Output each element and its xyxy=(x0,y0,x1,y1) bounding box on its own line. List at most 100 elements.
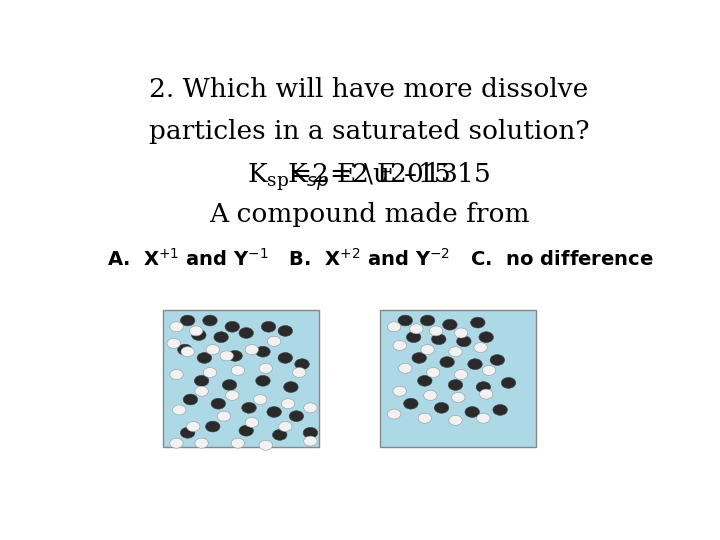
Circle shape xyxy=(465,407,480,417)
Text: 2. Which will have more dissolve: 2. Which will have more dissolve xyxy=(149,77,589,102)
Circle shape xyxy=(195,438,208,448)
Circle shape xyxy=(214,332,228,342)
Circle shape xyxy=(282,399,294,409)
Circle shape xyxy=(203,315,217,326)
Circle shape xyxy=(292,368,306,377)
Circle shape xyxy=(222,380,237,390)
Circle shape xyxy=(178,344,192,355)
Circle shape xyxy=(181,347,194,357)
Circle shape xyxy=(231,438,245,448)
Circle shape xyxy=(501,377,516,388)
Circle shape xyxy=(468,359,482,369)
Circle shape xyxy=(231,366,245,375)
Circle shape xyxy=(181,427,195,438)
Circle shape xyxy=(406,332,421,342)
Circle shape xyxy=(449,380,463,390)
Circle shape xyxy=(454,369,468,380)
Circle shape xyxy=(304,403,317,413)
Circle shape xyxy=(170,322,183,332)
Circle shape xyxy=(239,426,253,436)
Circle shape xyxy=(449,415,462,426)
Circle shape xyxy=(480,389,493,399)
Circle shape xyxy=(197,353,212,363)
Circle shape xyxy=(186,422,200,431)
Circle shape xyxy=(245,345,258,355)
Circle shape xyxy=(289,411,304,422)
Circle shape xyxy=(387,322,401,332)
Circle shape xyxy=(398,315,413,326)
Circle shape xyxy=(420,315,435,326)
Circle shape xyxy=(418,413,431,423)
Circle shape xyxy=(387,409,401,419)
Circle shape xyxy=(205,421,220,432)
Circle shape xyxy=(259,440,272,450)
Circle shape xyxy=(245,417,258,427)
Circle shape xyxy=(203,368,217,377)
Circle shape xyxy=(206,345,220,355)
Circle shape xyxy=(259,363,272,373)
Circle shape xyxy=(393,386,406,396)
Circle shape xyxy=(256,346,270,357)
Text: K$_{\mathregular{sp}}$=2 E \u201315: K$_{\mathregular{sp}}$=2 E \u201315 xyxy=(247,160,491,193)
Text: particles in a saturated solution?: particles in a saturated solution? xyxy=(149,119,589,144)
Circle shape xyxy=(228,350,243,361)
Circle shape xyxy=(440,357,454,368)
Circle shape xyxy=(393,341,406,350)
Circle shape xyxy=(490,355,505,366)
Circle shape xyxy=(479,332,493,342)
Circle shape xyxy=(429,326,443,336)
Circle shape xyxy=(183,394,198,405)
Text: K$_{sp}$=2 E –15: K$_{sp}$=2 E –15 xyxy=(287,160,451,193)
Text: A.  X$^{+1}$ and Y$^{-1}$   B.  X$^{+2}$ and Y$^{-2}$   C.  no difference: A. X$^{+1}$ and Y$^{-1}$ B. X$^{+2}$ and… xyxy=(107,248,653,269)
FancyBboxPatch shape xyxy=(380,310,536,447)
Circle shape xyxy=(267,407,282,417)
Text: A compound made from: A compound made from xyxy=(209,202,529,227)
Circle shape xyxy=(399,363,412,373)
Circle shape xyxy=(412,353,426,363)
Circle shape xyxy=(261,321,276,332)
Circle shape xyxy=(272,429,287,440)
Circle shape xyxy=(225,390,239,400)
Circle shape xyxy=(421,345,434,355)
Circle shape xyxy=(294,359,310,369)
Circle shape xyxy=(167,339,181,348)
Circle shape xyxy=(454,328,468,338)
Circle shape xyxy=(239,328,253,339)
Circle shape xyxy=(434,402,449,413)
Circle shape xyxy=(284,382,298,393)
Circle shape xyxy=(471,317,485,328)
Circle shape xyxy=(217,411,230,421)
Circle shape xyxy=(256,375,270,386)
Circle shape xyxy=(192,329,206,341)
Circle shape xyxy=(170,369,183,380)
Circle shape xyxy=(493,404,508,415)
Circle shape xyxy=(410,324,423,334)
Circle shape xyxy=(476,382,490,393)
Circle shape xyxy=(253,395,267,404)
Circle shape xyxy=(220,351,233,361)
Circle shape xyxy=(477,413,490,423)
FancyBboxPatch shape xyxy=(163,310,319,447)
Circle shape xyxy=(279,422,292,431)
Circle shape xyxy=(304,436,317,446)
Circle shape xyxy=(195,386,208,396)
Circle shape xyxy=(278,353,292,363)
Circle shape xyxy=(194,375,209,386)
Circle shape xyxy=(456,336,471,347)
Circle shape xyxy=(173,405,186,415)
Circle shape xyxy=(474,342,487,353)
Circle shape xyxy=(404,399,418,409)
Circle shape xyxy=(225,321,240,332)
Circle shape xyxy=(242,402,256,413)
Circle shape xyxy=(267,336,281,346)
Circle shape xyxy=(189,326,203,336)
Circle shape xyxy=(303,427,318,438)
Circle shape xyxy=(181,315,195,326)
Circle shape xyxy=(211,399,225,409)
Circle shape xyxy=(449,347,462,357)
Circle shape xyxy=(443,319,457,330)
Circle shape xyxy=(418,375,432,386)
Circle shape xyxy=(426,368,440,377)
Circle shape xyxy=(170,438,183,448)
Circle shape xyxy=(278,326,292,336)
